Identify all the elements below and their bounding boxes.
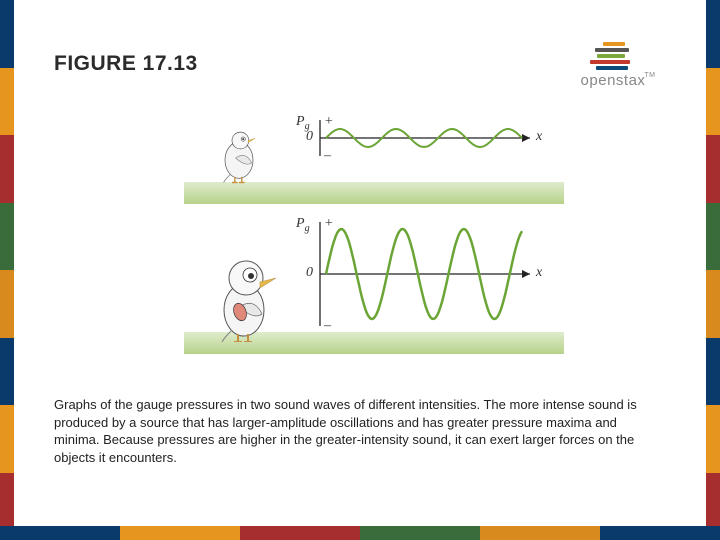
- axis-label: +: [324, 216, 333, 232]
- axis-label: –: [324, 148, 331, 164]
- axis-label: x: [536, 129, 542, 145]
- right-stripe: [706, 0, 720, 540]
- quiet-bird-panel: Pg+0–x: [184, 104, 564, 204]
- axis-label: x: [536, 265, 542, 281]
- logo-tm: TM: [644, 72, 655, 79]
- logo-word: openstax: [581, 72, 646, 89]
- figure-title: FIGURE 17.13: [54, 52, 198, 76]
- openstax-logo: openstax TM: [558, 42, 668, 92]
- logo-text: openstax TM: [581, 72, 646, 89]
- pressure-graph: [184, 104, 564, 204]
- axis-label: Pg: [296, 216, 310, 234]
- axis-label: –: [324, 318, 331, 334]
- logo-bars: [590, 42, 636, 72]
- axis-label: 0: [306, 129, 313, 145]
- bottom-bar: [0, 526, 720, 540]
- pressure-graph: [184, 214, 564, 354]
- left-stripe: [0, 0, 14, 540]
- content-frame: FIGURE 17.13 openstax TM Pg+0–x: [14, 14, 706, 526]
- figure-caption: Graphs of the gauge pressures in two sou…: [54, 396, 656, 466]
- axis-label: +: [324, 114, 333, 130]
- axis-label: 0: [306, 265, 313, 281]
- loud-bird-panel: Pg +0 – x: [184, 214, 564, 354]
- figure-area: Pg+0–x Pg+0–x: [184, 104, 564, 364]
